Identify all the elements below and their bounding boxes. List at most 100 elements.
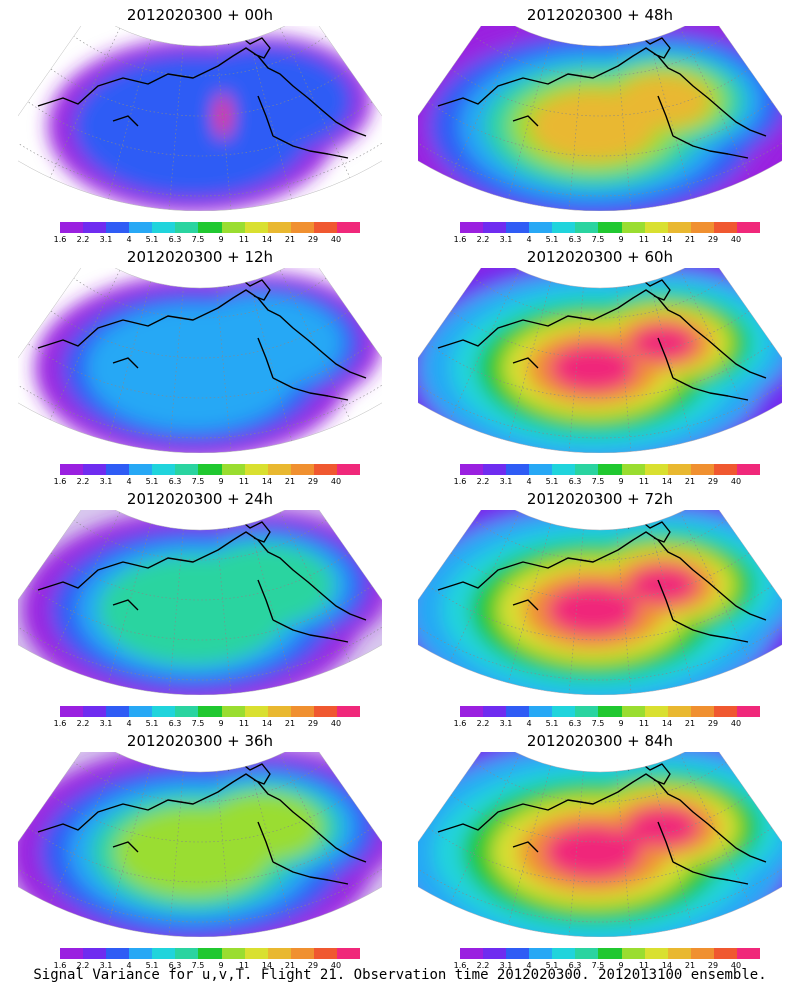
variance-contour	[173, 47, 353, 155]
colorbar-swatch	[552, 464, 576, 475]
colorbar-swatch	[336, 948, 361, 959]
colorbar-swatch	[506, 464, 530, 475]
variance-map	[418, 26, 782, 211]
colorbar-swatch	[244, 948, 268, 959]
colorbar-swatch	[460, 706, 484, 717]
colorbar-tick-label: 6.3	[168, 961, 182, 970]
colorbar-swatch	[152, 948, 176, 959]
colorbar-tick-label: 3.1	[99, 961, 113, 970]
colorbar-swatch	[529, 222, 553, 233]
colorbar-swatch	[175, 222, 199, 233]
colorbar-swatch	[713, 706, 737, 717]
variance-contour	[616, 74, 710, 128]
colorbar-tick-label: 29	[307, 961, 319, 970]
colorbar-tick-label: 11	[238, 477, 250, 486]
colorbar-tick-label: 29	[707, 719, 719, 728]
colorbar-swatch	[198, 948, 222, 959]
variance-contour	[630, 324, 696, 362]
variance-contour	[546, 584, 640, 636]
colorbar-tick-label: 4	[126, 719, 132, 728]
colorbar-tick-label: 21	[684, 477, 696, 486]
colorbar-swatch	[129, 464, 153, 475]
colorbar-tick-label: 7.5	[591, 719, 605, 728]
colorbar-tick-label: 11	[238, 961, 250, 970]
colorbar-swatch	[736, 948, 761, 959]
map-outline	[18, 26, 382, 211]
colorbar-swatch	[621, 464, 645, 475]
colorbar-tick-label: 5.1	[145, 235, 159, 244]
colorbar-swatch	[506, 948, 530, 959]
colorbar-swatch	[644, 706, 668, 717]
map-panel-36h: 2012020300 + 36h 1.6 2.2 3.1 4 5.1 6.3 7.5 9 11 1…	[0, 726, 400, 971]
colorbar-tick-label: 1.6	[453, 961, 467, 970]
colorbar-swatch	[290, 222, 314, 233]
colorbar-tick-label: 3.1	[99, 719, 113, 728]
colorbar-tick-label: 6.3	[168, 719, 182, 728]
colorbar-swatch	[690, 222, 714, 233]
colorbar-swatch	[60, 222, 84, 233]
colorbar-swatch	[60, 706, 84, 717]
colorbar-tick-label: 6.3	[168, 477, 182, 486]
colorbar-swatch	[83, 706, 107, 717]
colorbar-tick-label: 40	[730, 719, 742, 728]
coastline	[37, 761, 367, 885]
colorbar-tick-label: 14	[261, 961, 273, 970]
colorbar-swatch	[175, 948, 199, 959]
colorbar-swatch	[290, 464, 314, 475]
colorbar-tick-label: 40	[330, 719, 342, 728]
colorbar-tick-label: 6.3	[568, 477, 582, 486]
colorbar-swatch	[83, 948, 107, 959]
colorbar-swatch	[552, 222, 576, 233]
colorbar-tick-label: 21	[284, 235, 296, 244]
variance-contour	[628, 565, 698, 605]
colorbar-tick-label: 11	[638, 235, 650, 244]
colorbar	[60, 706, 361, 717]
colorbar-swatch	[690, 464, 714, 475]
map-field	[418, 510, 782, 695]
map-panel-24h: 2012020300 + 24h 1.6 2.2 3.1 4 5.1 6.3 7.5 9 11 1…	[0, 484, 400, 729]
colorbar-tick-label: 21	[284, 961, 296, 970]
colorbar-tick-label: 9	[218, 961, 224, 970]
colorbar-tick-label: 7.5	[591, 477, 605, 486]
colorbar-tick-label: 5.1	[545, 235, 559, 244]
colorbar-swatch	[621, 706, 645, 717]
colorbar-tick-label: 21	[284, 477, 296, 486]
map-field	[18, 26, 382, 211]
panel-title: 2012020300 + 24h	[126, 490, 274, 508]
colorbar-tick-label: 11	[638, 477, 650, 486]
variance-contour	[182, 295, 344, 391]
colorbar-swatch	[575, 222, 599, 233]
colorbar-swatch	[713, 464, 737, 475]
colorbar-tick-label: 2.2	[76, 719, 90, 728]
variance-map	[418, 752, 782, 937]
colorbar-swatch	[667, 948, 691, 959]
colorbar-swatch	[313, 706, 337, 717]
colorbar-swatch	[129, 706, 153, 717]
colorbar	[60, 948, 361, 959]
colorbar-tick-label: 3.1	[499, 477, 513, 486]
colorbar-swatch	[106, 464, 130, 475]
map-field	[418, 26, 782, 211]
colorbar-swatch	[336, 464, 361, 475]
colorbar-swatch	[667, 222, 691, 233]
colorbar-swatch	[690, 706, 714, 717]
colorbar-tick-label: 5.1	[545, 477, 559, 486]
colorbar-swatch	[336, 706, 361, 717]
colorbar-tick-label: 11	[638, 719, 650, 728]
colorbar-tick-label: 7.5	[191, 477, 205, 486]
colorbar-tick-label: 14	[661, 235, 673, 244]
colorbar-swatch	[221, 948, 245, 959]
colorbar-tick-label: 2.2	[476, 477, 490, 486]
colorbar-tick-label: 40	[330, 477, 342, 486]
variance-contour	[549, 343, 637, 393]
colorbar-swatch	[290, 706, 314, 717]
map-panel-12h: 2012020300 + 12h 1.6 2.2 3.1 4 5.1 6.3 7.5 9 11 1…	[0, 242, 400, 487]
map-panel-60h: 2012020300 + 60h 1.6 2.2 3.1 4 5.1 6.3 7.5 9 11 1…	[400, 242, 800, 487]
colorbar-swatch	[713, 222, 737, 233]
variance-map	[18, 752, 382, 937]
colorbar-tick-label: 6.3	[568, 961, 582, 970]
colorbar-tick-label: 1.6	[453, 719, 467, 728]
colorbar-tick-label: 21	[684, 961, 696, 970]
variance-contour	[626, 806, 700, 848]
colorbar-tick-label: 40	[730, 477, 742, 486]
